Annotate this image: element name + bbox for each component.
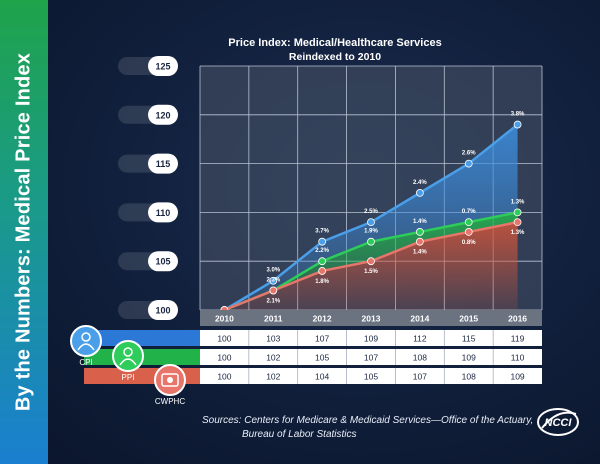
sources-line-1: Sources: Centers for Medicare & Medicaid… <box>202 415 534 426</box>
area-cpi <box>224 124 518 310</box>
x-tick-label: 2011 <box>264 314 283 324</box>
table-cell: 103 <box>266 334 280 344</box>
data-point-ppi <box>464 218 473 227</box>
table-cell: 100 <box>217 353 231 363</box>
data-label-cwphc: 1.3% <box>511 230 525 236</box>
table-cell: 104 <box>315 372 329 382</box>
chart-subtitle: Reindexed to 2010 <box>288 51 382 63</box>
chart-title: Price Index: Medical/Healthcare Services <box>228 37 442 49</box>
table-row-values-bg <box>200 368 542 384</box>
table-cell: 108 <box>462 372 476 382</box>
data-label-cpi: 3.8% <box>511 112 525 118</box>
table-cell: 115 <box>462 334 476 344</box>
table-cell: 108 <box>413 353 427 363</box>
data-point-cwphc <box>367 257 375 266</box>
area-cwphc <box>224 222 518 310</box>
x-tick-label: 2010 <box>215 314 234 324</box>
data-point-ppi <box>367 237 375 246</box>
table-cell: 105 <box>364 372 378 382</box>
y-tick-label: 125 <box>155 62 170 72</box>
data-label-cpi: 2.4% <box>413 180 427 186</box>
y-tick-label: 120 <box>155 110 170 120</box>
legend-label-cwphc: CWPHC <box>155 397 185 406</box>
table-cell: 102 <box>266 372 280 382</box>
table-cell: 100 <box>217 334 231 344</box>
x-tick-label: 2014 <box>410 314 429 324</box>
x-tick-label: 2016 <box>508 314 527 324</box>
icon-cwphc <box>154 364 186 396</box>
y-tick-pill <box>148 202 178 223</box>
data-point-cpi <box>415 188 424 197</box>
data-label-cwphc: 1.5% <box>364 269 378 275</box>
y-tick-pill <box>148 56 178 76</box>
data-point-ppi <box>513 208 522 217</box>
table-cell: 110 <box>511 353 525 363</box>
table-cell: 109 <box>364 334 378 344</box>
data-label-ppi: 0.7% <box>462 209 476 215</box>
data-point-cpi <box>464 159 473 168</box>
table-cell: 100 <box>217 372 231 382</box>
legend-label-cpi: CPI <box>79 358 92 367</box>
legend-label-ppi: PPI <box>122 373 135 382</box>
x-tick-label: 2015 <box>459 314 478 324</box>
table-cell: 107 <box>413 372 427 382</box>
data-label-cpi: 3.7% <box>315 229 329 235</box>
ncci-logo: NCCI <box>537 408 579 436</box>
y-tick-pill <box>148 300 178 320</box>
icon-cpi <box>70 325 102 357</box>
data-label-ppi: 2.3% <box>266 277 280 283</box>
y-tick-label: 115 <box>156 159 171 169</box>
data-label-cwphc: 2.1% <box>266 298 280 304</box>
y-tick-pill <box>148 104 178 125</box>
table-cell: 119 <box>511 334 525 344</box>
data-label-ppi: 1.3% <box>511 199 525 205</box>
table-cell: 105 <box>315 353 329 363</box>
data-point-cpi <box>318 237 327 246</box>
data-point-ppi <box>318 257 327 266</box>
sources-line-2: Bureau of Labor Statistics <box>242 429 357 440</box>
x-tick-label: 2013 <box>362 314 381 324</box>
y-tick-label: 110 <box>156 208 171 218</box>
data-label-cpi: 2.6% <box>462 151 476 157</box>
data-point-cwphc <box>513 218 522 227</box>
data-point-cwphc <box>269 286 278 295</box>
x-tick-label: 2012 <box>313 314 332 324</box>
data-point-cpi <box>367 218 375 227</box>
table-cell: 107 <box>315 334 329 344</box>
data-label-cpi: 2.5% <box>364 209 378 215</box>
data-label-cpi: 3.0% <box>266 268 280 274</box>
table-cell: 109 <box>462 353 476 363</box>
table-row-values-bg <box>200 349 542 365</box>
table-cell: 107 <box>364 353 378 363</box>
side-banner: By the Numbers: Medical Price Index <box>0 0 48 464</box>
data-point-cpi <box>513 120 522 129</box>
icon-ppi <box>112 340 144 372</box>
table-cell: 109 <box>510 372 524 382</box>
data-point-cpi <box>269 276 278 285</box>
data-point-cwphc <box>415 237 424 246</box>
data-label-cwphc: 1.8% <box>315 279 329 285</box>
data-label-ppi: 1.9% <box>364 229 378 235</box>
y-tick-label: 105 <box>155 257 170 267</box>
data-label-cwphc: 0.8% <box>462 240 476 246</box>
y-tick-pill <box>148 251 178 272</box>
data-label-cwphc: 1.4% <box>413 250 427 256</box>
data-point-cwphc <box>318 267 327 275</box>
y-tick-label: 100 <box>155 306 170 316</box>
data-point-ppi <box>415 228 424 236</box>
table-cell: 102 <box>266 353 280 363</box>
data-point-cwphc <box>464 228 473 236</box>
data-label-ppi: 1.4% <box>413 219 427 225</box>
table-cell: 112 <box>413 334 427 344</box>
year-header <box>200 310 542 326</box>
y-tick-pill <box>148 153 178 174</box>
table-row-values-bg <box>200 330 542 346</box>
data-label-ppi: 2.2% <box>315 248 329 254</box>
logo-text: NCCI <box>545 417 573 429</box>
